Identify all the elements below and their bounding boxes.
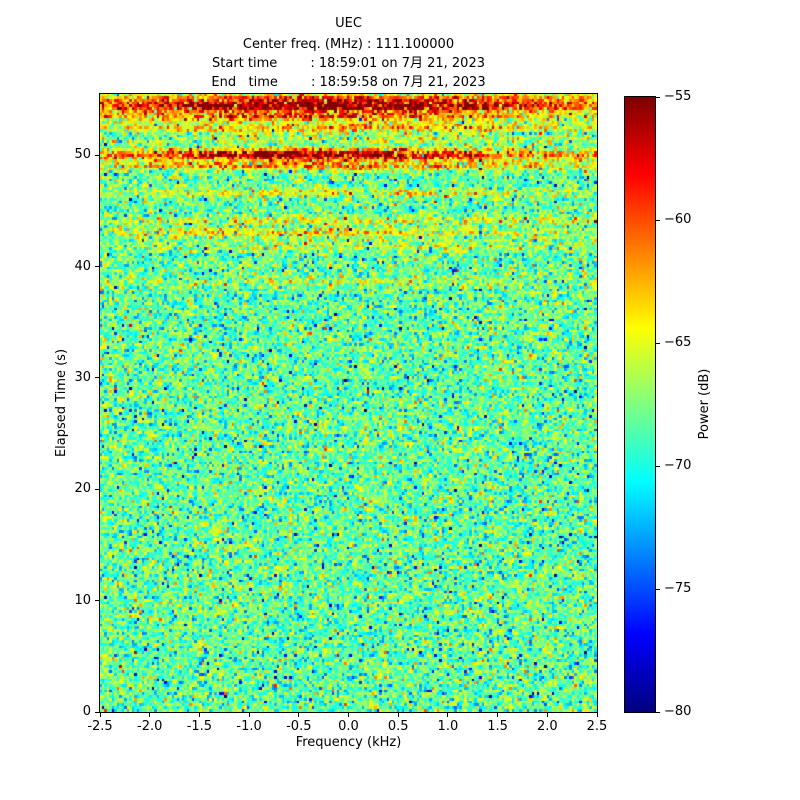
x-tick-mark <box>596 713 598 717</box>
y-tick-label: 40 <box>74 258 91 274</box>
colorbar-tick-mark <box>656 219 660 221</box>
x-tick-label: -0.5 <box>286 719 312 734</box>
colorbar-tick-mark <box>656 588 660 590</box>
x-axis-label: Frequency (kHz) <box>295 735 402 750</box>
colorbar-tick-label: −65 <box>664 335 692 350</box>
colorbar-tick-mark <box>656 96 660 98</box>
x-tick-label: -1.0 <box>236 719 262 734</box>
center-freq-line: Center freq. (MHz) : 111.100000 <box>242 37 455 52</box>
colorbar-tick-label: −55 <box>664 89 692 104</box>
y-tick-label: 20 <box>74 481 91 497</box>
x-tick-mark <box>397 713 399 717</box>
chart-title: UEC <box>335 16 362 31</box>
x-tick-label: 1.5 <box>487 719 508 734</box>
colorbar-tick-mark <box>656 711 660 713</box>
end-time-line: End time : 18:59:58 on 7月 21, 2023 <box>211 75 486 90</box>
spectrogram-heatmap <box>99 93 598 713</box>
x-tick-mark <box>497 713 499 717</box>
y-tick-label: 0 <box>82 704 91 719</box>
colorbar-gradient <box>624 96 656 713</box>
x-tick-label: -1.5 <box>186 719 213 734</box>
y-tick-mark <box>95 600 99 602</box>
x-tick-mark <box>149 713 151 717</box>
y-tick-label: 50 <box>74 147 91 163</box>
y-tick-label: 10 <box>74 592 91 608</box>
colorbar-tick-mark <box>656 465 660 467</box>
y-axis-label: Elapsed Time (s) <box>54 348 69 458</box>
x-tick-label: 0.5 <box>387 719 409 734</box>
colorbar-tick-label: −80 <box>664 704 692 719</box>
y-tick-mark <box>95 711 99 713</box>
x-tick-mark <box>248 713 250 717</box>
x-tick-mark <box>546 713 548 717</box>
y-tick-mark <box>95 154 99 156</box>
y-tick-mark <box>95 377 99 379</box>
x-tick-mark <box>298 713 300 717</box>
y-tick-mark <box>95 266 99 268</box>
colorbar-label: Power (dB) <box>697 368 712 440</box>
x-tick-label: 0.0 <box>338 719 359 734</box>
x-tick-label: 1.0 <box>437 719 459 734</box>
y-tick-label: 30 <box>74 369 91 385</box>
x-tick-mark <box>99 713 101 717</box>
colorbar-tick-label: −75 <box>664 581 692 596</box>
colorbar-tick-label: −70 <box>664 458 692 473</box>
start-time-line: Start time : 18:59:01 on 7月 21, 2023 <box>212 56 485 71</box>
x-tick-label: 2.0 <box>536 719 558 734</box>
x-tick-label: 2.5 <box>586 719 608 734</box>
x-tick-mark <box>447 713 449 717</box>
colorbar-tick-mark <box>656 342 660 344</box>
x-tick-label: -2.0 <box>137 719 163 734</box>
y-tick-mark <box>95 488 99 490</box>
colorbar-tick-label: −60 <box>664 212 692 227</box>
x-tick-mark <box>348 713 349 717</box>
x-tick-label: -2.5 <box>87 719 113 734</box>
x-tick-mark <box>198 713 200 717</box>
